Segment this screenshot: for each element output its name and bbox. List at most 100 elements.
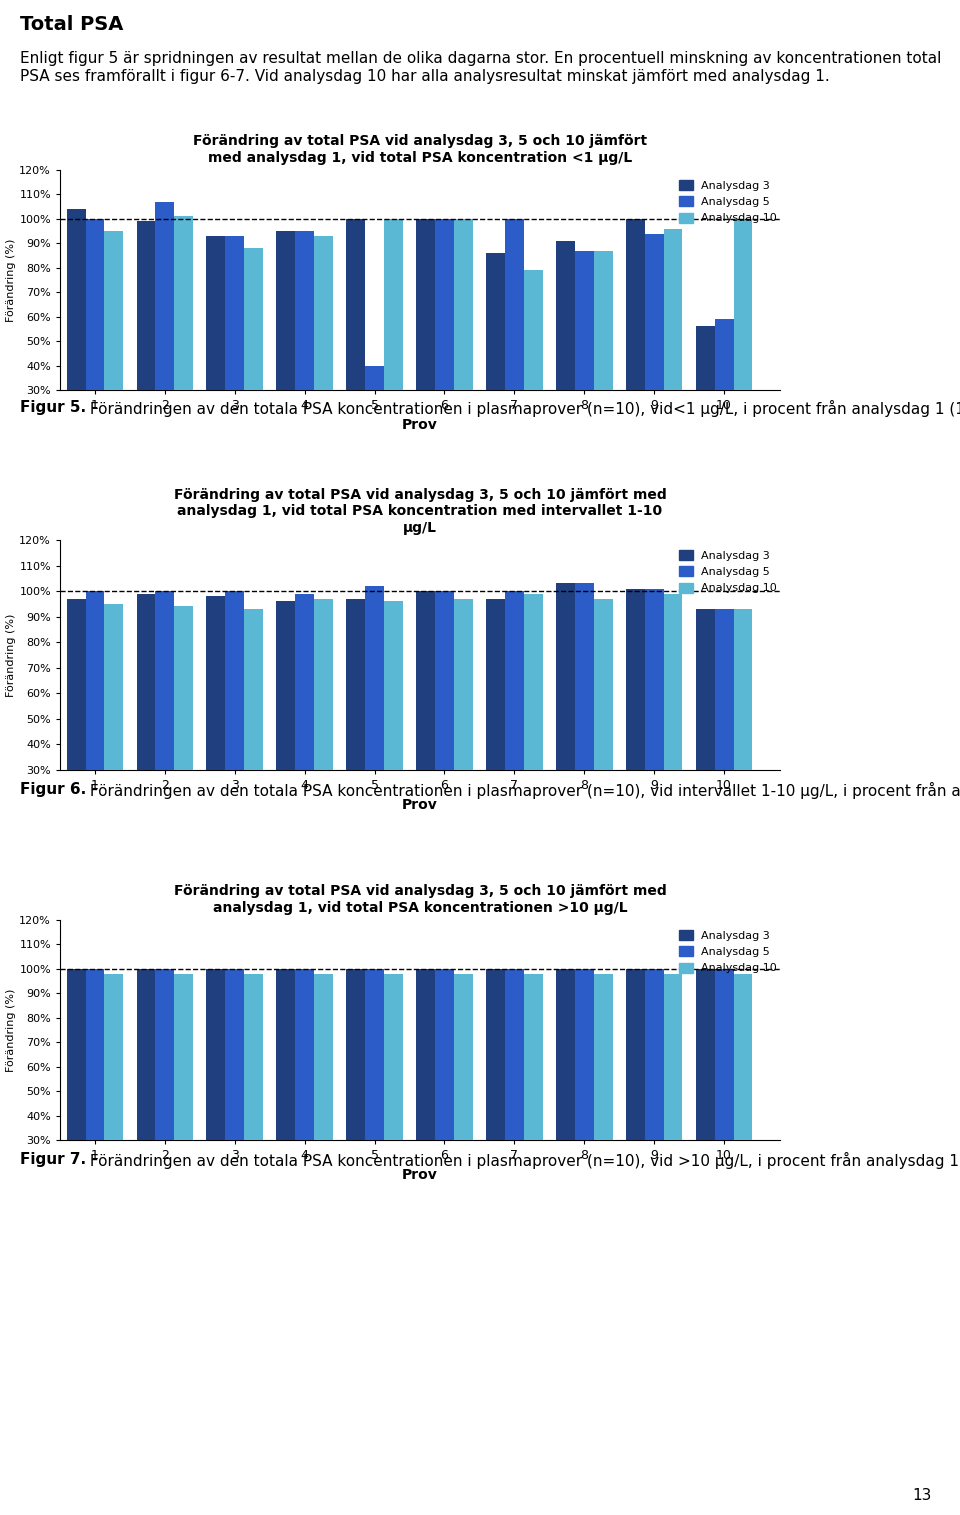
Bar — [575, 250, 593, 464]
Bar — [663, 594, 683, 847]
Bar — [593, 974, 612, 1214]
Bar — [663, 974, 683, 1214]
Bar — [714, 320, 733, 464]
Y-axis label: Förändring (%): Förändring (%) — [7, 988, 16, 1071]
Bar — [384, 218, 403, 464]
Bar — [66, 970, 85, 1214]
Bar — [296, 970, 314, 1214]
Bar — [296, 232, 314, 464]
Bar — [593, 598, 612, 847]
Bar — [156, 591, 175, 847]
Bar — [435, 970, 454, 1214]
Bar — [66, 598, 85, 847]
Bar — [454, 974, 472, 1214]
Bar — [206, 970, 226, 1214]
Bar — [416, 591, 435, 847]
Bar — [136, 221, 156, 464]
Bar — [645, 233, 663, 464]
Bar — [486, 253, 505, 464]
Bar — [296, 594, 314, 847]
Bar — [206, 597, 226, 847]
Text: Figur 6.: Figur 6. — [20, 782, 86, 797]
Bar — [276, 232, 296, 464]
Bar — [733, 218, 753, 464]
Text: Förändringen av den totala PSA koncentrationen i plasmaprover (n=10), vid<1 µg/L: Förändringen av den totala PSA koncentra… — [84, 400, 960, 417]
Bar — [645, 588, 663, 847]
Bar — [626, 588, 645, 847]
Bar — [593, 250, 612, 464]
Y-axis label: Förändring (%): Förändring (%) — [7, 238, 16, 321]
Bar — [85, 970, 105, 1214]
Bar — [696, 326, 714, 464]
Bar — [435, 218, 454, 464]
X-axis label: Prov: Prov — [402, 418, 438, 432]
Legend: Analysdag 3, Analysdag 5, Analysdag 10: Analysdag 3, Analysdag 5, Analysdag 10 — [675, 545, 781, 598]
Bar — [714, 609, 733, 847]
Y-axis label: Förändring (%): Förändring (%) — [7, 614, 16, 697]
Bar — [136, 594, 156, 847]
Bar — [556, 241, 575, 464]
Bar — [105, 974, 123, 1214]
Text: Figur 7.: Figur 7. — [20, 1151, 86, 1167]
Bar — [244, 248, 263, 464]
Bar — [505, 970, 524, 1214]
Bar — [505, 591, 524, 847]
Bar — [645, 970, 663, 1214]
Text: 13: 13 — [912, 1488, 931, 1503]
Legend: Analysdag 3, Analysdag 5, Analysdag 10: Analysdag 3, Analysdag 5, Analysdag 10 — [675, 926, 781, 977]
Bar — [276, 970, 296, 1214]
Bar — [175, 217, 193, 464]
Bar — [85, 218, 105, 464]
Bar — [575, 583, 593, 847]
Bar — [714, 970, 733, 1214]
Bar — [175, 606, 193, 847]
Bar — [384, 601, 403, 847]
Bar — [626, 218, 645, 464]
Bar — [524, 270, 542, 464]
Legend: Analysdag 3, Analysdag 5, Analysdag 10: Analysdag 3, Analysdag 5, Analysdag 10 — [675, 176, 781, 227]
Bar — [365, 970, 384, 1214]
Bar — [244, 609, 263, 847]
Bar — [524, 974, 542, 1214]
Bar — [314, 236, 333, 464]
Bar — [276, 601, 296, 847]
Bar — [105, 232, 123, 464]
Bar — [66, 209, 85, 464]
Bar — [206, 236, 226, 464]
Bar — [175, 974, 193, 1214]
Bar — [365, 586, 384, 847]
Bar — [486, 970, 505, 1214]
Bar — [314, 974, 333, 1214]
Bar — [733, 974, 753, 1214]
Bar — [314, 598, 333, 847]
Bar — [384, 974, 403, 1214]
Bar — [226, 591, 244, 847]
Bar — [416, 218, 435, 464]
Title: Förändring av total PSA vid analysdag 3, 5 och 10 jämfört med
analysdag 1, vid t: Förändring av total PSA vid analysdag 3,… — [174, 488, 666, 535]
Text: Förändringen av den totala PSA koncentrationen i plasmaprover (n=10), vid >10 µg: Förändringen av den totala PSA koncentra… — [84, 1151, 960, 1170]
Bar — [626, 970, 645, 1214]
Text: Enligt figur 5 är spridningen av resultat mellan de olika dagarna stor. En proce: Enligt figur 5 är spridningen av resulta… — [20, 52, 942, 83]
Bar — [556, 970, 575, 1214]
Bar — [347, 218, 365, 464]
Bar — [696, 970, 714, 1214]
Bar — [244, 974, 263, 1214]
Text: Total PSA: Total PSA — [20, 15, 124, 33]
Bar — [486, 598, 505, 847]
Bar — [226, 970, 244, 1214]
Bar — [136, 970, 156, 1214]
X-axis label: Prov: Prov — [402, 797, 438, 812]
Title: Förändring av total PSA vid analysdag 3, 5 och 10 jämfört med
analysdag 1, vid t: Förändring av total PSA vid analysdag 3,… — [174, 885, 666, 915]
X-axis label: Prov: Prov — [402, 1168, 438, 1182]
Bar — [524, 594, 542, 847]
Bar — [454, 598, 472, 847]
Bar — [696, 609, 714, 847]
Bar — [454, 218, 472, 464]
Bar — [85, 591, 105, 847]
Bar — [347, 970, 365, 1214]
Bar — [556, 583, 575, 847]
Bar — [226, 236, 244, 464]
Text: Förändringen av den totala PSA koncentrationen i plasmaprover (n=10), vid interv: Förändringen av den totala PSA koncentra… — [84, 782, 960, 798]
Bar — [347, 598, 365, 847]
Bar — [733, 609, 753, 847]
